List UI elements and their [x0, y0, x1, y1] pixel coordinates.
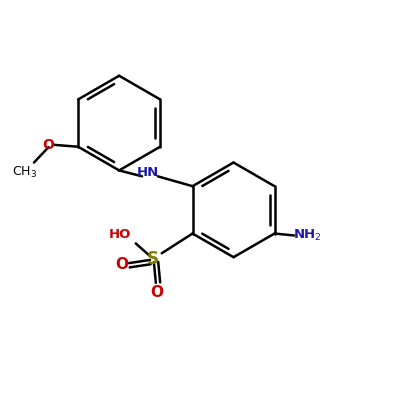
Text: HO: HO	[109, 228, 131, 241]
Text: O: O	[150, 285, 164, 300]
Text: CH$_3$: CH$_3$	[12, 165, 38, 180]
Text: O: O	[115, 257, 128, 272]
Text: S: S	[147, 250, 159, 268]
Text: HN: HN	[137, 166, 159, 179]
Text: NH$_2$: NH$_2$	[293, 228, 322, 243]
Text: O: O	[43, 138, 54, 152]
